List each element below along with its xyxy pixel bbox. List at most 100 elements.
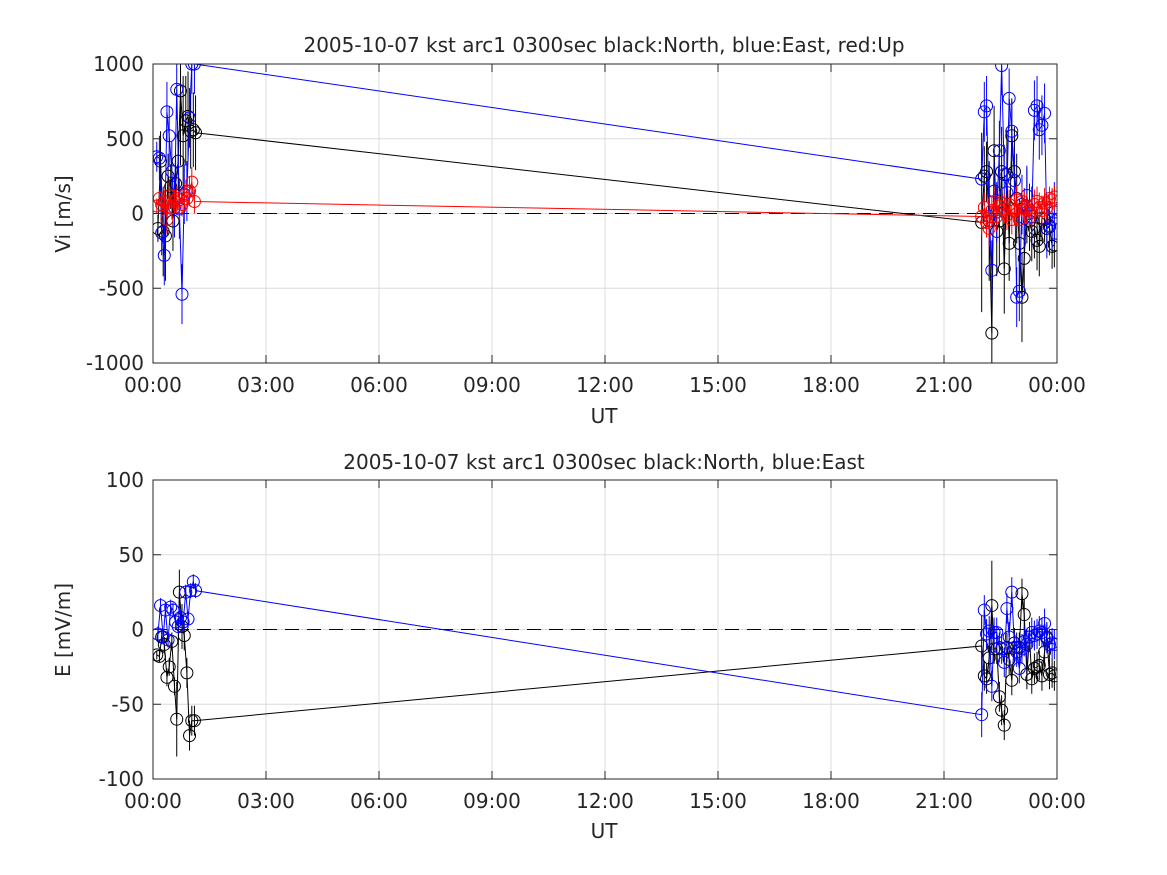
velocity-east-point	[185, 64, 199, 71]
velocity-east-point	[985, 263, 999, 277]
efield-east-point	[1042, 637, 1056, 651]
velocity-x-tick-label: 06:00	[350, 373, 408, 397]
velocity-x-tick-label: 18:00	[802, 373, 860, 397]
velocity-north-point	[997, 262, 1011, 276]
velocity-east-point	[1042, 218, 1056, 232]
velocity-up-point	[990, 209, 1004, 223]
efield-north-point	[977, 669, 991, 683]
efield-east-point	[1020, 637, 1034, 651]
velocity-x-tick-label: 00:00	[1028, 373, 1086, 397]
velocity-east-point	[157, 248, 171, 262]
efield-north-point	[1045, 666, 1057, 680]
efield-north-point	[992, 690, 1006, 704]
efield-north-point	[183, 729, 197, 743]
efield-east-point	[985, 679, 999, 693]
velocity-north-point	[1015, 290, 1029, 304]
efield-east-point	[154, 599, 168, 613]
efield-east-point	[1015, 642, 1029, 656]
velocity-y-tick-label: 500	[106, 127, 144, 151]
velocity-up-point	[187, 195, 201, 209]
efield-north-point	[1005, 673, 1019, 687]
efield-y-tick-label: -50	[111, 692, 144, 716]
velocity-east-point	[153, 150, 164, 164]
velocity-y-tick-label: -1000	[86, 351, 144, 375]
efield-east-point	[189, 584, 203, 598]
efield-north-point	[1047, 669, 1057, 683]
velocity-north-point	[980, 165, 994, 179]
efield-north-point	[1015, 587, 1029, 601]
velocity-up-point	[997, 202, 1011, 216]
efield-panel-title: 2005-10-07 kst arc1 0300sec black:North,…	[343, 450, 865, 474]
efield-east-point	[171, 620, 185, 634]
velocity-up-point	[1005, 212, 1019, 226]
efield-east-point	[184, 584, 198, 598]
velocity-up-point	[1040, 201, 1054, 215]
efield-north-point	[995, 703, 1009, 717]
efield-north-point	[187, 714, 201, 728]
efield-east-point	[1012, 661, 1026, 675]
efield-x-tick-label: 06:00	[350, 789, 408, 813]
velocity-up-point	[1000, 208, 1014, 222]
velocity-east-point	[1035, 118, 1049, 132]
efield-east-point	[1045, 636, 1057, 650]
velocity-east-point	[1005, 124, 1019, 138]
efield-x-tick-label: 12:00	[576, 789, 634, 813]
velocity-up-point	[1032, 201, 1046, 215]
velocity-east-point	[1002, 91, 1016, 105]
velocity-up-point	[155, 198, 169, 212]
efield-east-point	[980, 627, 994, 641]
efield-data	[153, 560, 1057, 757]
velocity-panel: 2005-10-07 kst arc1 0300sec black:North,…	[51, 33, 1086, 428]
efield-x-tick-label: 09:00	[463, 789, 521, 813]
efield-north-point	[185, 714, 199, 728]
efield-axes-frame	[152, 479, 1058, 780]
velocity-north-point	[161, 169, 175, 183]
velocity-data	[153, 64, 1057, 363]
efield-x-tick-label: 15:00	[689, 789, 747, 813]
velocity-east-point	[1038, 106, 1052, 120]
efield-east-point	[1038, 617, 1052, 631]
velocity-north-point	[1012, 236, 1026, 250]
efield-y-ticks: -100 -50 0 50 100	[99, 468, 1057, 791]
efield-north-point	[997, 718, 1011, 732]
velocity-east-point	[1012, 284, 1026, 298]
velocity-east-point	[183, 111, 197, 125]
efield-y-tick-label: 100	[106, 468, 144, 492]
velocity-north-point	[1032, 239, 1046, 253]
efield-east-point	[181, 612, 195, 626]
efield-north-point	[160, 670, 174, 684]
efield-east-point	[1047, 637, 1057, 651]
velocity-x-tick-label: 15:00	[689, 373, 747, 397]
velocity-east-point	[187, 64, 201, 71]
velocity-up-point	[977, 201, 991, 215]
efield-east-point	[997, 655, 1011, 669]
velocity-north-point	[985, 326, 999, 340]
velocity-up-point	[1023, 211, 1037, 225]
velocity-east-point	[165, 165, 179, 179]
efield-north-point	[975, 639, 989, 653]
velocity-east-point	[1007, 174, 1021, 188]
efield-north-point	[177, 628, 191, 642]
velocity-x-tick-label: 03:00	[237, 373, 295, 397]
velocity-east-point	[175, 287, 189, 301]
velocity-up-point	[185, 175, 199, 189]
velocity-up-point	[153, 199, 164, 213]
velocity-up-point	[160, 212, 174, 226]
velocity-y-tick-label: 0	[131, 202, 144, 226]
efield-east-point	[982, 624, 996, 638]
efield-east-point	[1005, 585, 1019, 599]
efield-east-point	[1000, 602, 1014, 616]
efield-north-point	[1017, 608, 1031, 622]
efield-east-point	[179, 585, 193, 599]
velocity-east-point	[980, 99, 994, 113]
velocity-east-point	[977, 105, 991, 119]
velocity-axes-frame	[152, 63, 1058, 364]
efield-east-point	[164, 600, 178, 614]
efield-east-point	[166, 603, 180, 617]
velocity-north-point	[181, 109, 195, 123]
velocity-up-point	[982, 221, 996, 235]
efield-x-tick-label: 00:00	[124, 789, 182, 813]
efield-x-tick-label: 18:00	[802, 789, 860, 813]
velocity-up-point	[1025, 205, 1039, 219]
velocity-up-line	[156, 181, 1055, 231]
